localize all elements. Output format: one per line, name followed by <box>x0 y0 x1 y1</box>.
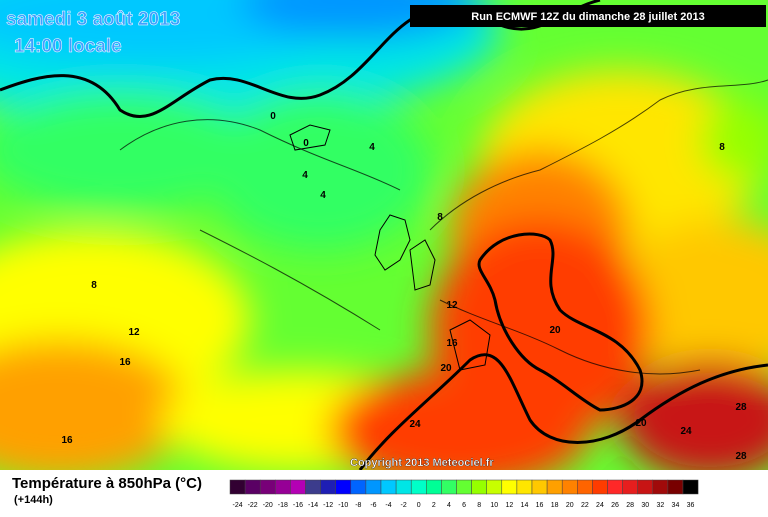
copyright: Copyright 2013 Meteociel.fr <box>350 457 494 469</box>
legend-label: -24 <box>232 502 242 509</box>
contour-label: 8 <box>91 280 97 291</box>
run-info: Run ECMWF 12Z du dimanche 28 juillet 201… <box>471 11 705 23</box>
legend-label: 16 <box>536 502 544 509</box>
legend-swatch <box>335 479 352 495</box>
contour-label: 12 <box>446 300 458 311</box>
legend-label: -6 <box>370 502 376 509</box>
contour-label: 20 <box>440 363 452 374</box>
legend-swatch <box>259 479 276 495</box>
legend-label: 20 <box>566 502 574 509</box>
legend-swatch <box>592 479 608 495</box>
legend-label: -14 <box>308 502 318 509</box>
forecast-time: 14:00 locale <box>14 36 122 57</box>
legend-swatch <box>577 479 593 495</box>
legend-label: -16 <box>293 502 303 509</box>
contour-label: 4 <box>369 142 375 153</box>
contour-label: 24 <box>680 426 692 437</box>
legend-swatch <box>229 479 246 495</box>
legend-label: 30 <box>641 502 649 509</box>
legend-swatch <box>380 479 397 495</box>
contour-label: 28 <box>735 451 747 462</box>
legend-label: 18 <box>551 502 559 509</box>
contour-label: 28 <box>735 402 747 413</box>
contour-label: 8 <box>719 142 725 153</box>
legend-swatch <box>305 479 321 495</box>
legend-swatch <box>501 479 518 495</box>
footer-title: Température à 850hPa (°C) <box>12 475 202 492</box>
contour-label: 4 <box>320 190 326 201</box>
legend-swatch <box>320 479 336 495</box>
legend-label: 34 <box>672 502 680 509</box>
legend-swatch <box>365 479 382 495</box>
forecast-lead: (+144h) <box>14 494 53 506</box>
legend-label: 22 <box>581 502 589 509</box>
legend-label: 2 <box>432 502 436 509</box>
legend-label: 10 <box>490 502 498 509</box>
legend-swatch <box>456 479 472 495</box>
legend-swatch <box>667 479 684 495</box>
legend-swatch <box>244 479 261 495</box>
legend-label: 0 <box>417 502 421 509</box>
legend-swatch <box>622 479 638 495</box>
contour-label: 0 <box>303 138 309 149</box>
legend-swatch <box>531 479 548 495</box>
legend-swatch <box>350 479 367 495</box>
legend-label: 12 <box>505 502 513 509</box>
legend-label: 28 <box>626 502 634 509</box>
contour-label: 4 <box>302 170 308 181</box>
legend-label: 26 <box>611 502 619 509</box>
legend-swatch <box>652 479 669 495</box>
map-field: 0 0 4 4 4 8 8 8 12 12 16 16 16 20 20 20 24 24 28 28 Run ECM… <box>0 0 768 470</box>
legend-label: 8 <box>477 502 481 509</box>
legend-label: 32 <box>656 502 664 509</box>
contour-label: 16 <box>119 357 131 368</box>
legend-swatch <box>471 479 487 495</box>
contour-label: 24 <box>409 419 421 430</box>
legend-label: -20 <box>263 502 273 509</box>
legend-label: -22 <box>248 502 258 509</box>
contour-labels: 0 0 4 4 4 8 8 8 12 12 16 16 16 20 20 20 24 24 28 28 <box>61 111 747 462</box>
legend-swatch <box>546 479 563 495</box>
legend-swatch <box>395 479 412 495</box>
legend-swatch <box>290 479 306 495</box>
legend-swatch <box>682 479 699 495</box>
legend-label: -18 <box>278 502 288 509</box>
legend-swatch <box>607 479 623 495</box>
contour-label: 16 <box>446 338 458 349</box>
contour-label: 8 <box>437 212 443 223</box>
contour-label: 12 <box>128 327 140 338</box>
legend-swatch <box>516 479 533 495</box>
legend-label: 14 <box>521 502 529 509</box>
color-legend: -24 -22 -20 -18 -16 -14 -12 -10 -8 -6 -4 -2 0 2 4 6 8 10 1… <box>229 479 699 509</box>
legend-label: -2 <box>401 502 407 509</box>
contour-label: 16 <box>61 435 73 446</box>
legend-label: 4 <box>447 502 451 509</box>
legend-swatch <box>637 479 654 495</box>
legend-swatch <box>486 479 503 495</box>
legend-label: -10 <box>338 502 348 509</box>
forecast-date: samedi 3 août 2013 <box>6 9 180 30</box>
legend-swatch <box>275 479 291 495</box>
contour-label: 0 <box>270 111 276 122</box>
contour-label: 20 <box>635 418 647 429</box>
legend-swatch <box>441 479 457 495</box>
legend-label: -8 <box>355 502 361 509</box>
legend-swatch <box>410 479 427 495</box>
legend-swatch <box>561 479 578 495</box>
legend-label: -4 <box>385 502 391 509</box>
legend-swatch <box>426 479 442 495</box>
run-banner <box>410 5 766 27</box>
legend-label: -12 <box>323 502 333 509</box>
legend-label: 24 <box>596 502 604 509</box>
legend-label: 36 <box>687 502 695 509</box>
contour-label: 20 <box>549 325 561 336</box>
legend-label: 6 <box>462 502 466 509</box>
